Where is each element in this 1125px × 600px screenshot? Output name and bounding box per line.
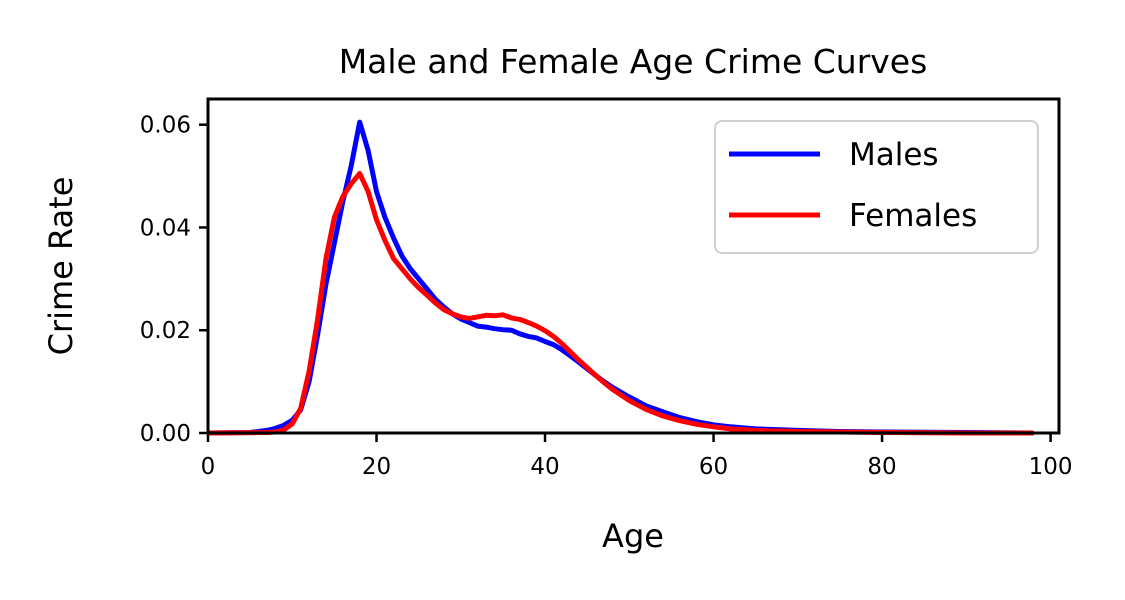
x-tick-label: 60 (699, 454, 728, 480)
y-tick-label: 0.00 (140, 421, 191, 447)
y-axis: 0.00 0.02 0.04 0.06 (140, 113, 208, 447)
x-tick-label: 40 (530, 454, 559, 480)
x-tick-label: 80 (867, 454, 896, 480)
series-line-males (207, 119, 1034, 436)
series-layer (207, 119, 1034, 436)
legend-label-males: Males (849, 137, 939, 173)
x-axis-label: Age (602, 517, 664, 555)
y-axis-label: Crime Rate (42, 177, 80, 356)
plot-frame (206, 97, 1061, 435)
x-tick-label: 20 (362, 454, 391, 480)
y-tick-label: 0.06 (140, 113, 191, 139)
legend-label-females: Females (849, 198, 977, 234)
x-tick-label: 0 (201, 454, 216, 480)
y-tick-label: 0.02 (140, 318, 191, 344)
x-axis: 0 20 40 60 80 100 (201, 433, 1073, 480)
series-line-females (207, 171, 1034, 436)
x-tick-label: 100 (1029, 454, 1073, 480)
y-tick-label: 0.04 (140, 215, 191, 241)
legend: Males Females (714, 120, 1039, 254)
chart-title: Male and Female Age Crime Curves (339, 42, 928, 81)
